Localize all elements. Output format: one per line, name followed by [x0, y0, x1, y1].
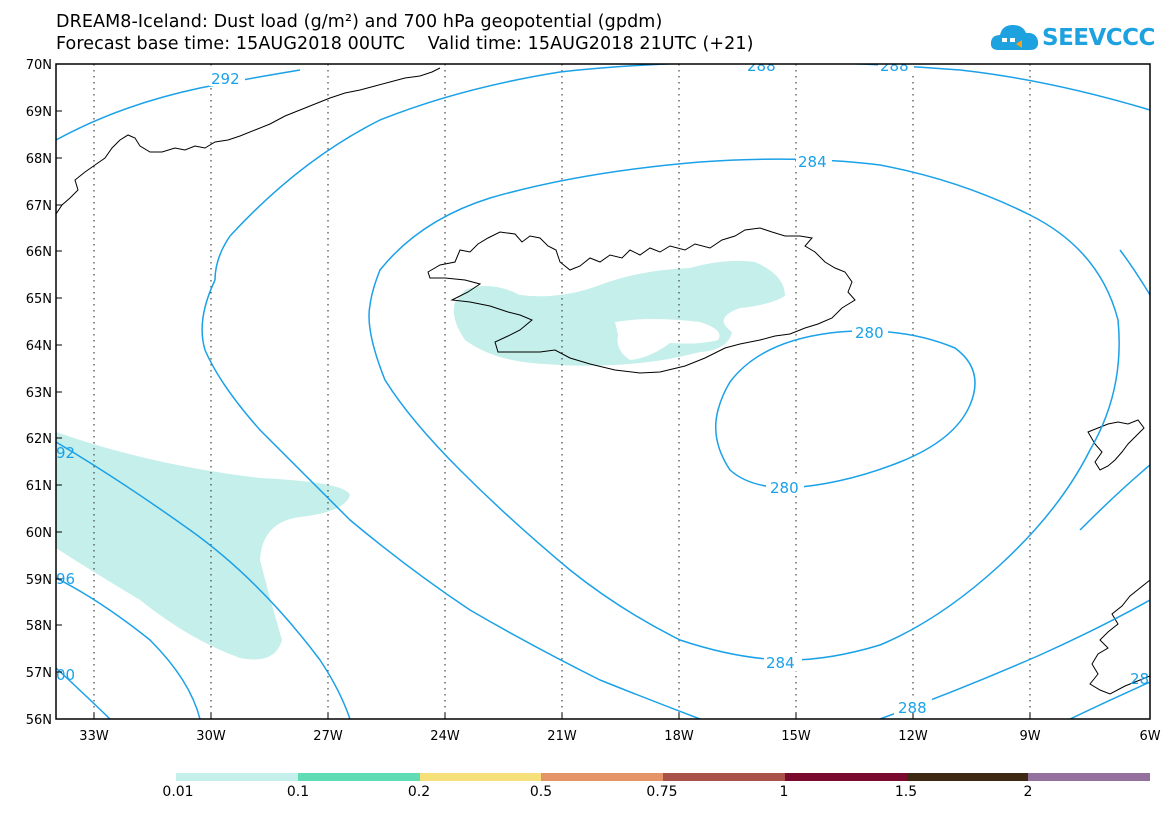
colorbar-label: 1.5: [894, 784, 918, 800]
chart-title-line1: DREAM8-Iceland: Dust load (g/m²) and 700…: [56, 12, 663, 32]
contour-label: 292: [211, 70, 240, 88]
coast-greenland: [56, 67, 441, 215]
contour-label-bgs: [209, 64, 932, 716]
lat-label: 64N: [26, 339, 52, 354]
lat-label: 69N: [26, 105, 52, 120]
lat-label: 66N: [26, 245, 52, 260]
contour-label: 288: [880, 57, 909, 75]
colorbar-segment: [784, 773, 907, 781]
lon-label: 6W: [1139, 729, 1160, 744]
lon-label: 15W: [781, 729, 811, 744]
contour-label: 96: [56, 570, 75, 588]
contour-label: 28: [1130, 670, 1149, 688]
axis-ticks: [56, 63, 1031, 719]
contour-284: [368, 158, 1120, 661]
colorbar-segment: [663, 773, 785, 781]
contour-292-right: [1069, 681, 1150, 719]
contour-labels: 292 288 288 284 280 280 284 288 92 96 00…: [56, 57, 1149, 717]
contour-280: [715, 330, 976, 489]
coast-iceland: [427, 227, 856, 374]
lat-label: 65N: [26, 292, 52, 307]
contour-label: 00: [56, 666, 75, 684]
contour-label: 280: [770, 479, 799, 497]
colorbar-segment: [541, 773, 663, 781]
coast-faroe: [1087, 419, 1145, 471]
latitude-labels: 70N 69N 68N 67N 66N 65N 64N 63N 62N 61N …: [26, 58, 52, 728]
lat-label: 59N: [26, 573, 52, 588]
dust-area-southwest: [56, 432, 350, 660]
colorbar-segment: [1028, 773, 1150, 781]
contour-label: 288: [747, 57, 776, 75]
lon-label: 18W: [664, 729, 694, 744]
colorbar-label: 0.2: [407, 784, 431, 800]
contour-label: 280: [855, 324, 884, 342]
lat-label: 70N: [26, 58, 52, 73]
lat-label: 60N: [26, 526, 52, 541]
lon-label: 30W: [196, 729, 226, 744]
lon-label: 27W: [313, 729, 343, 744]
lon-label: 21W: [547, 729, 577, 744]
coast-scotland: [1089, 579, 1150, 695]
colorbar-label: 0.1: [286, 784, 310, 800]
contour-292-left: [56, 441, 351, 719]
colorbar-label: 0.75: [646, 784, 678, 800]
colorbar-segment: [176, 773, 298, 781]
contour-292: [56, 69, 301, 141]
colorbar-segment: [297, 773, 420, 781]
dust-hole-iceland: [615, 319, 720, 360]
logo-text: SEEVCCC: [1042, 25, 1155, 51]
chart-title-line2: Forecast base time: 15AUG2018 00UTC Vali…: [56, 34, 754, 54]
colorbar-segment: [419, 773, 542, 781]
lat-label: 57N: [26, 666, 52, 681]
contour-label: 288: [898, 699, 927, 717]
colorbar-label: 0.01: [162, 784, 194, 800]
lat-label: 58N: [26, 619, 52, 634]
colorbar-segment: [906, 773, 1029, 781]
colorbar-label: 0.5: [529, 784, 553, 800]
lat-label: 56N: [26, 713, 52, 728]
graticule: [93, 64, 1031, 719]
seevccc-logo: SEEVCCC: [988, 18, 1155, 58]
coastlines: [56, 67, 1150, 695]
lat-label: 61N: [26, 479, 52, 494]
contour-label: 284: [798, 153, 827, 171]
lon-label: 9W: [1019, 729, 1040, 744]
colorbar: [176, 773, 1150, 781]
lat-label: 68N: [26, 152, 52, 167]
lat-label: 62N: [26, 432, 52, 447]
lon-label: 24W: [430, 729, 460, 744]
contour-288-right: [1119, 249, 1150, 296]
contour-296: [56, 577, 201, 719]
longitude-labels: 33W 30W 27W 24W 21W 18W 15W 12W 9W 6W: [79, 729, 1160, 744]
contour-label: 284: [766, 654, 795, 672]
colorbar-label: 1: [779, 784, 789, 800]
contour-288-lower: [201, 279, 701, 719]
contour-284-right: [1079, 464, 1150, 531]
lon-label: 33W: [79, 729, 109, 744]
lat-label: 63N: [26, 386, 52, 401]
cloud-icon: [990, 25, 1039, 50]
colorbar-label: 2: [1023, 784, 1033, 800]
lon-label: 12W: [898, 729, 928, 744]
lat-label: 67N: [26, 199, 52, 214]
contour-label: 92: [56, 444, 75, 462]
dust-area-iceland: [453, 260, 785, 366]
